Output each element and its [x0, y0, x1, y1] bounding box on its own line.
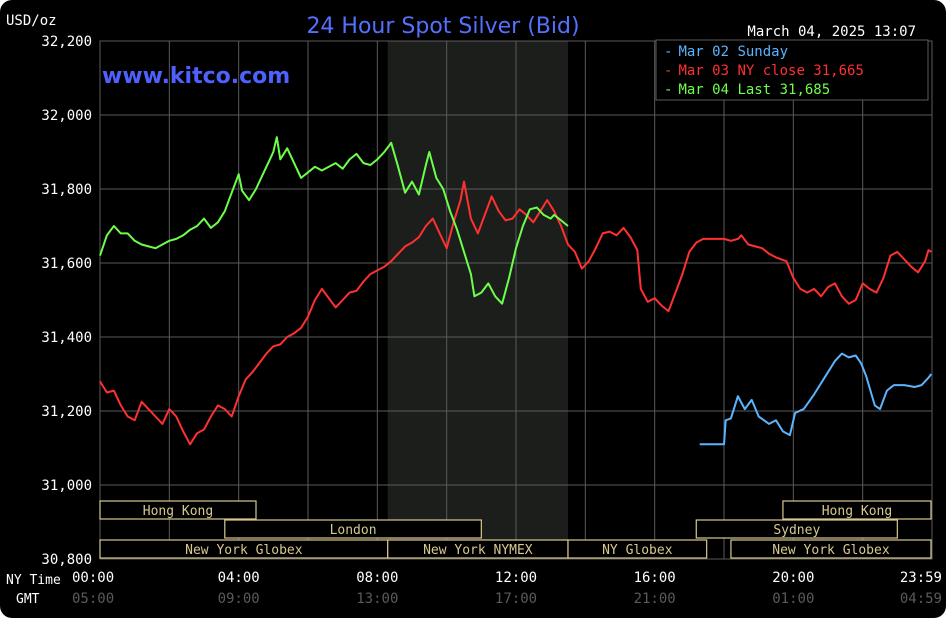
x-tick-label-ny: 08:00 [356, 570, 398, 586]
x-tick-label-gmt: 04:59 [900, 591, 942, 607]
y-tick-label: 32,000 [41, 108, 92, 124]
series-line [99, 180, 932, 446]
market-session-bar [730, 539, 932, 559]
series [99, 136, 933, 446]
market-session-label: New York Globex [772, 543, 890, 558]
y-tick-label: 31,800 [41, 182, 92, 198]
market-session-label: London [330, 523, 377, 538]
chart-title: 24 Hour Spot Silver (Bid) [306, 14, 579, 39]
grid [99, 40, 933, 560]
nymex-session-shading [387, 41, 568, 559]
market-session-label: Hong Kong [822, 504, 892, 519]
market-sessions: Hong Kong Hong Kong London Sydney New York G… [99, 500, 932, 559]
x-tick-label-gmt: 13:00 [356, 591, 398, 607]
kitco-watermark: www.kitco.com [102, 64, 290, 89]
y-tick-label: 31,400 [41, 330, 92, 346]
gmt-row-label: GMT [16, 592, 40, 607]
ny-time-row-label: NY Time [6, 573, 61, 588]
y-unit-label: USD/oz [6, 13, 57, 29]
series-line [99, 136, 569, 305]
y-tick-label: 31,000 [41, 478, 92, 494]
x-tick-label-ny: 20:00 [772, 570, 814, 586]
session-shade [387, 41, 568, 559]
legend-box [655, 39, 929, 101]
market-session-bar [224, 519, 482, 539]
market-session-label: NY Globex [602, 543, 673, 558]
x-tick-label-gmt: 01:00 [772, 591, 814, 607]
axes: 32,200 32,000 31,800 31,600 31,400 31,200 31,0… [41, 34, 942, 607]
market-session-bar [99, 500, 257, 520]
x-tick-label-gmt: 17:00 [495, 591, 537, 607]
x-tick-label-ny: 00:00 [72, 570, 114, 586]
y-tick-label: 31,600 [41, 256, 92, 272]
x-tick-label-ny: 12:00 [495, 570, 537, 586]
market-session-label: Sydney [773, 523, 820, 538]
x-tick-label-ny: 16:00 [634, 570, 676, 586]
x-tick-label-ny: 23:59 [900, 570, 942, 586]
legend-ny-close: - Mar 03 NY close 31,665 [664, 63, 864, 79]
timestamp: March 04, 2025 13:07 [747, 24, 916, 40]
market-session-bar [567, 539, 708, 559]
market-session-label: New York Globex [185, 543, 303, 558]
market-session-label: New York NYMEX [423, 543, 533, 558]
legend: - Mar 02 Sunday - Mar 03 NY close 31,665 -… [655, 39, 929, 101]
y-tick-label: 30,800 [41, 552, 92, 568]
x-tick-label-gmt: 05:00 [72, 591, 114, 607]
market-session-bar [695, 519, 898, 539]
market-session-label: Hong Kong [143, 504, 213, 519]
y-tick-label: 32,200 [41, 34, 92, 50]
x-tick-label-ny: 04:00 [218, 570, 260, 586]
legend-sunday: - Mar 02 Sunday [664, 44, 788, 60]
series-line [699, 352, 933, 446]
x-tick-label-gmt: 09:00 [218, 591, 260, 607]
y-tick-label: 31,200 [41, 404, 92, 420]
market-session-bar [782, 500, 932, 520]
x-tick-label-gmt: 21:00 [634, 591, 676, 607]
legend-last: - Mar 04 Last 31,685 [664, 82, 830, 98]
